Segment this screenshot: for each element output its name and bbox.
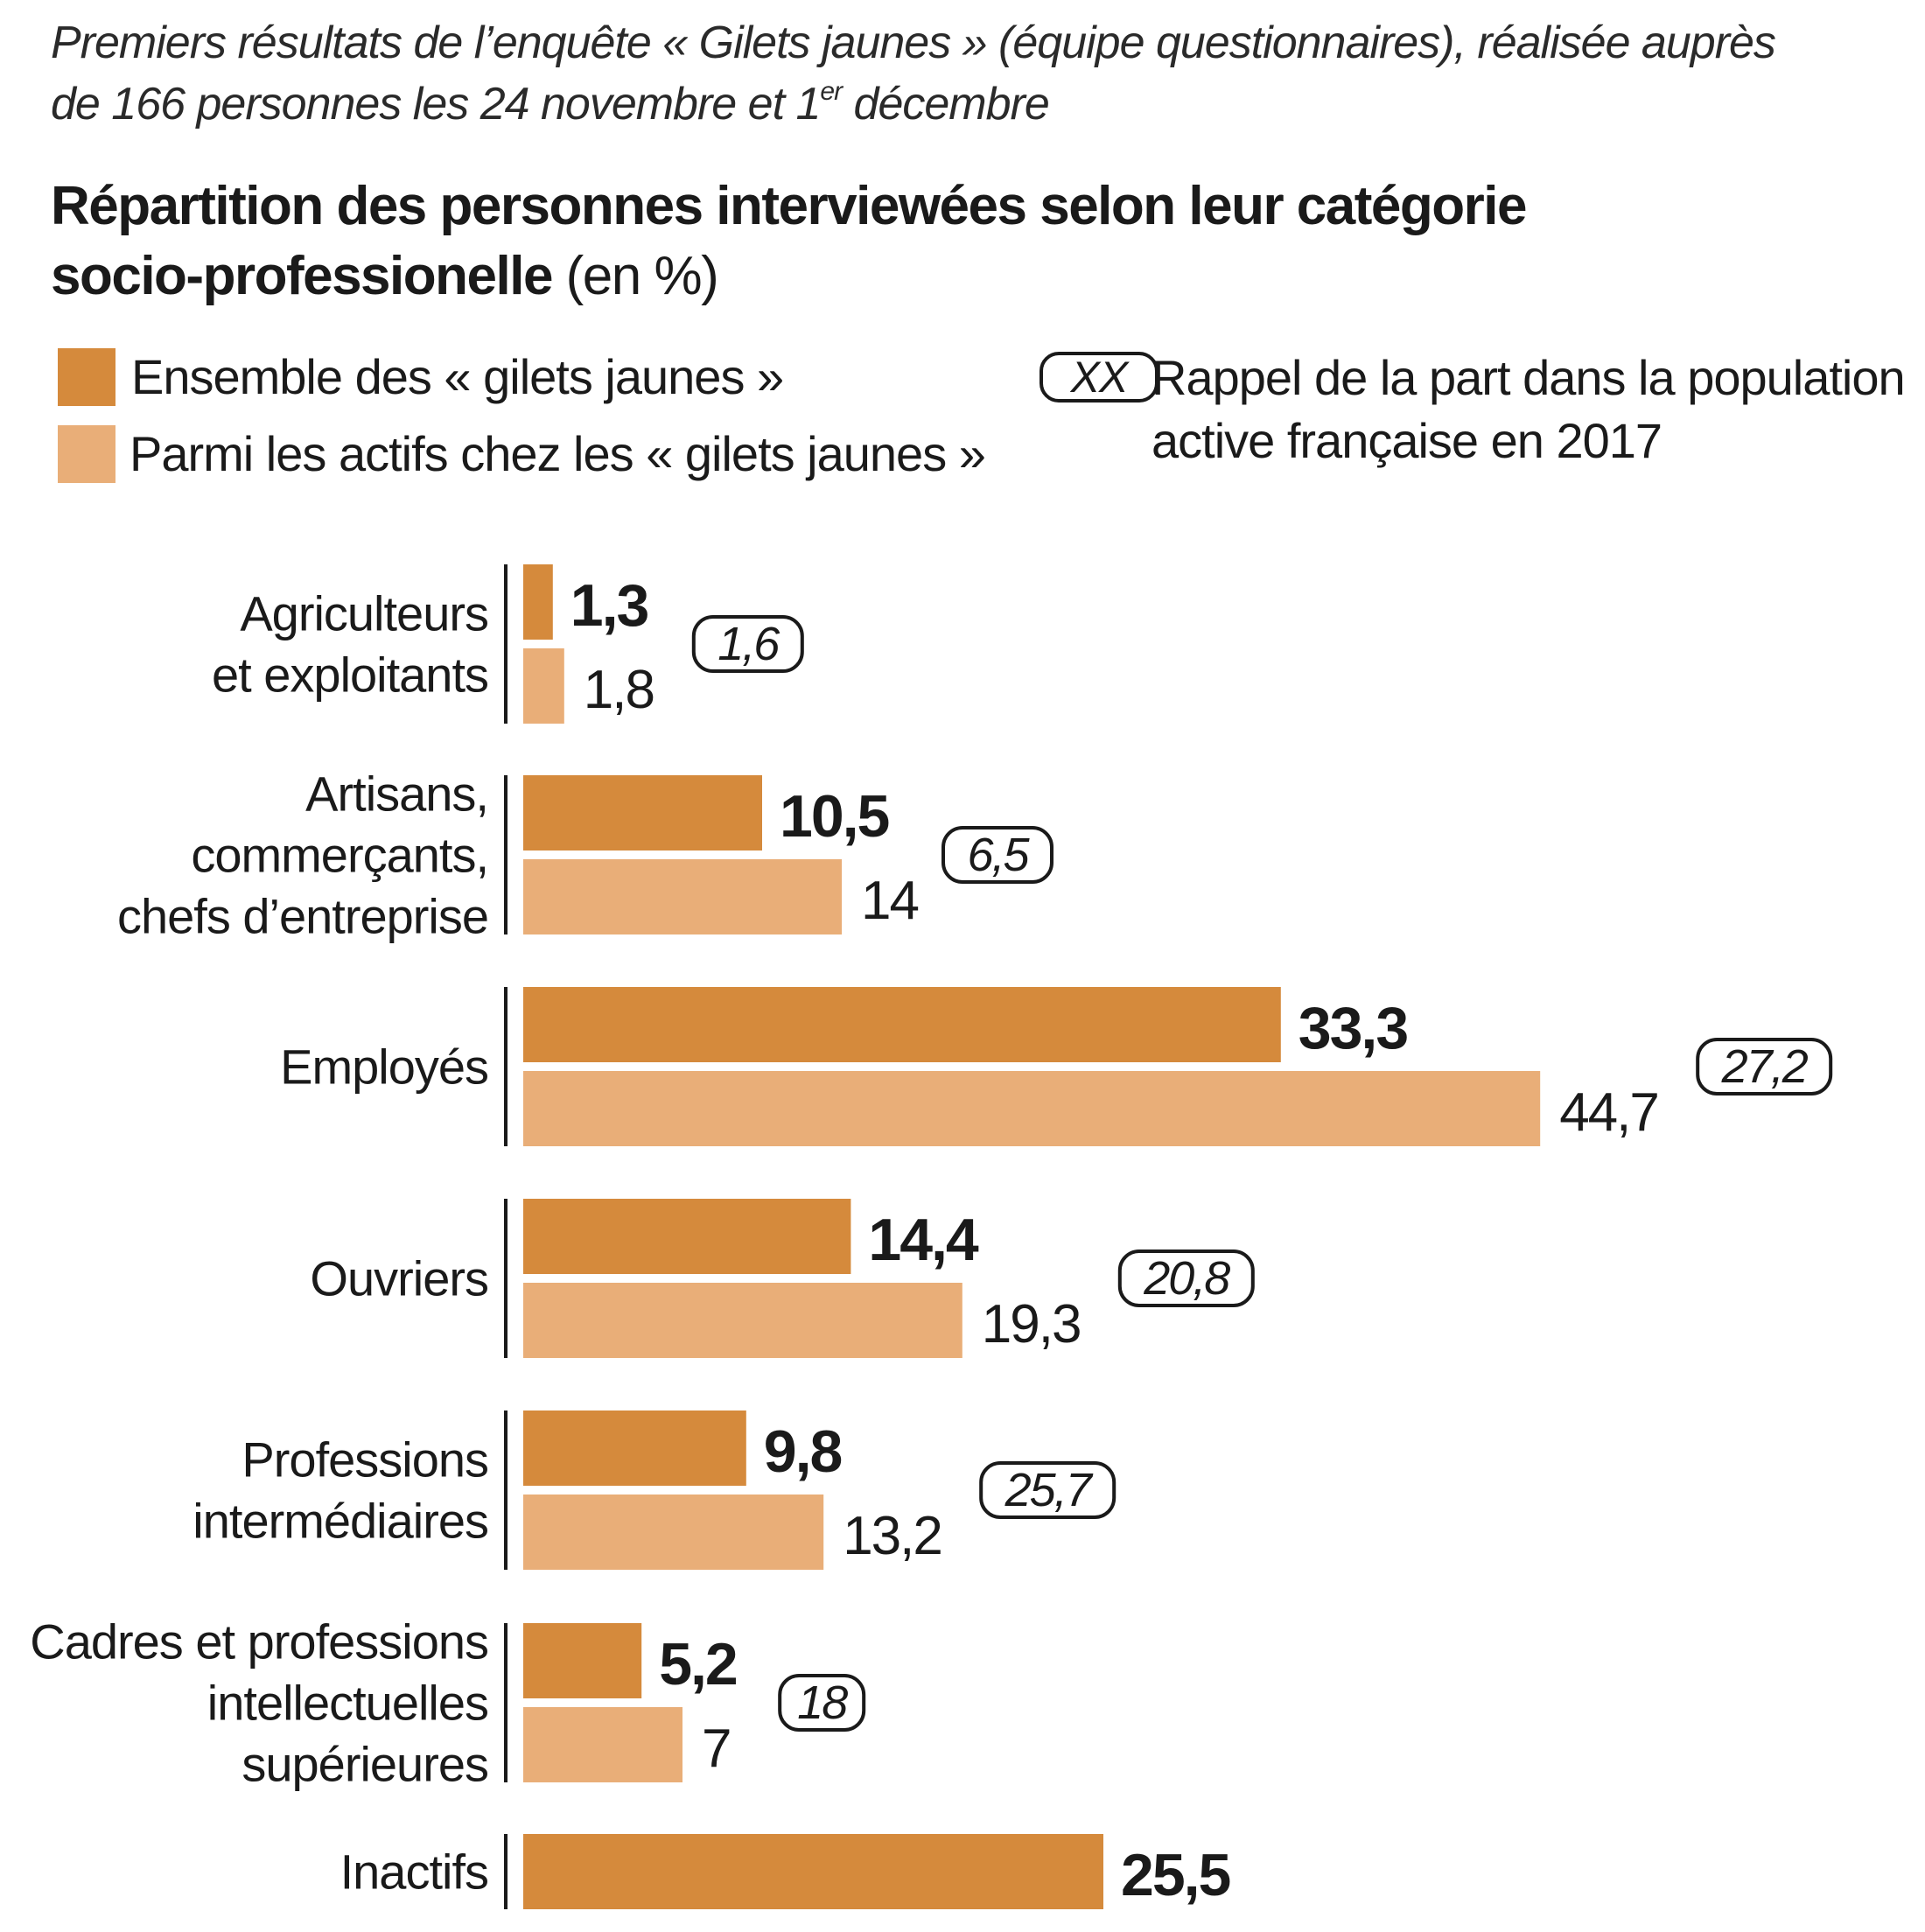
reference-badge: [979, 1461, 1116, 1519]
bar-active: [523, 1283, 962, 1358]
reference-badge: [1696, 1038, 1833, 1096]
legend-label-all: Ensemble des « gilets jaunes »: [131, 349, 784, 404]
value-label-active: 7: [702, 1718, 730, 1779]
value-label-active: 44,7: [1559, 1082, 1658, 1143]
bar-active: [523, 1707, 682, 1782]
chart-title-line-1: Répartition des personnes interviewées s…: [51, 176, 1527, 236]
intro-line-2-text: de 166 personnes les 24 novembre et 1: [51, 79, 821, 130]
legend-note-line-1: Rappel de la part dans la population: [1152, 350, 1906, 405]
intro-superscript: er: [820, 77, 843, 106]
category-label: Ouvriers: [310, 1251, 488, 1306]
bar-all: [523, 775, 762, 850]
category-label: Professions: [242, 1432, 488, 1488]
bar-all: [523, 564, 553, 640]
legend-swatch-active: [58, 425, 116, 483]
reference-value-label: 27,2: [1721, 1040, 1809, 1093]
category-label: Agriculteurs: [240, 586, 488, 641]
chart-title: Répartition des personnes interviewées s…: [51, 172, 1906, 312]
category-label: Employés: [280, 1040, 488, 1095]
category-label: chefs d’entreprise: [117, 889, 488, 944]
intro-line-2: de 166 personnes les 24 novembre et 1er …: [51, 74, 1906, 135]
reference-value-label: 1,6: [718, 618, 780, 670]
value-label-all: 1,3: [570, 572, 648, 639]
chart-title-unit: (en %): [551, 246, 719, 306]
intro-text: Premiers résultats de l’enquête « Gilets…: [51, 12, 1906, 135]
chart-title-line-2: socio-professionelle (en %): [51, 242, 1906, 312]
legend-note-line-2: active française en 2017: [1152, 413, 1662, 468]
reference-value-label: 25,7: [1004, 1464, 1094, 1516]
bar-all: [523, 1410, 746, 1486]
chart-title-line-2-text: socio-professionelle: [51, 246, 553, 306]
bar-all: [523, 1199, 851, 1274]
value-label-all: 25,5: [1121, 1842, 1230, 1908]
category-label: commerçants,: [191, 828, 488, 883]
reference-badge: [691, 615, 804, 673]
category-label: intermédiaires: [192, 1494, 488, 1549]
bar-active: [523, 859, 842, 934]
legend-reference-badge: XX: [1040, 352, 1158, 402]
value-label-all: 14,4: [868, 1207, 979, 1273]
bar-active: [523, 648, 564, 724]
reference-badge: [942, 826, 1054, 884]
reference-value-label: 6,5: [967, 829, 1030, 881]
value-label-active: 1,8: [584, 660, 654, 720]
bar-active: [523, 1494, 824, 1570]
legend-reference-note: Rappel de la part dans la population act…: [1152, 346, 1922, 472]
category-label: Inactifs: [340, 1844, 488, 1900]
intro-line-1: Premiers résultats de l’enquête « Gilets…: [51, 18, 1776, 68]
intro-line-2-end: décembre: [842, 79, 1050, 130]
reference-badge: [1117, 1250, 1255, 1307]
category-label: Artisans,: [305, 766, 488, 822]
value-label-active: 19,3: [982, 1294, 1081, 1354]
value-label-all: 9,8: [764, 1418, 842, 1485]
category-label: intellectuelles: [207, 1676, 488, 1731]
bar-all: [523, 987, 1281, 1062]
value-label-active: 13,2: [843, 1506, 942, 1566]
bar-active: [523, 1071, 1541, 1146]
value-label-active: 14: [861, 871, 918, 931]
reference-value-label: 18: [797, 1676, 848, 1729]
value-label-all: 10,5: [780, 783, 889, 850]
category-label: supérieures: [242, 1737, 488, 1792]
legend-swatch-all: [58, 348, 116, 406]
category-label: et exploitants: [212, 648, 488, 703]
category-label: Cadres et professions: [30, 1614, 488, 1670]
value-label-all: 33,3: [1298, 995, 1408, 1061]
reference-value-label: 20,8: [1143, 1252, 1230, 1305]
bar-all: [523, 1623, 642, 1698]
value-label-all: 5,2: [659, 1631, 737, 1698]
reference-badge: [778, 1674, 866, 1732]
legend-label-active: Parmi les actifs chez les « gilets jaune…: [130, 426, 986, 481]
bar-all: [523, 1834, 1103, 1909]
